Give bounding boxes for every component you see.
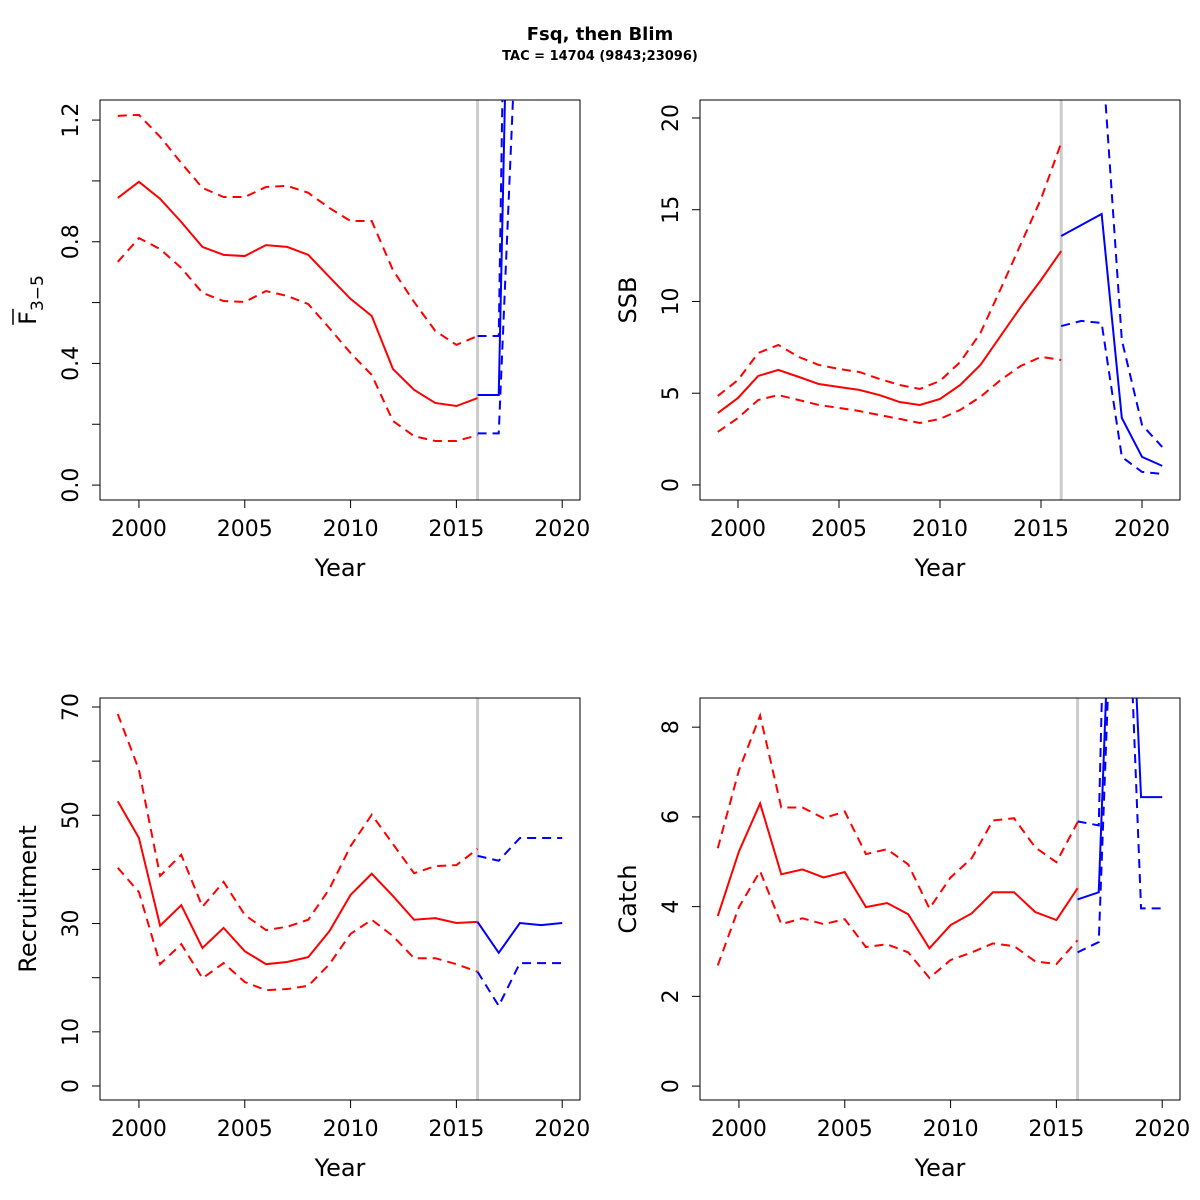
interval-line xyxy=(717,142,1063,397)
median-line xyxy=(1077,698,1163,901)
y-axis-label-main: Catch xyxy=(614,864,642,933)
median-line xyxy=(716,800,1079,951)
y-tick-label: 20 xyxy=(659,104,684,132)
interval-line xyxy=(117,236,478,442)
y-tick-label: 4 xyxy=(659,900,684,914)
plot-box xyxy=(699,99,1181,501)
y-tick-label: 5 xyxy=(659,386,684,400)
interval-line xyxy=(716,712,1079,911)
y-tick-label: 0.8 xyxy=(59,224,84,259)
y-axis-label-main: Recruitment xyxy=(14,825,42,972)
x-tick-label: 2010 xyxy=(323,517,379,542)
x-tick-label: 2015 xyxy=(1028,1117,1084,1142)
y-tick-label: 0.0 xyxy=(59,468,84,503)
interval-line xyxy=(476,962,563,1008)
x-tick-label: 2020 xyxy=(1114,517,1170,542)
x-tick-label: 2020 xyxy=(534,1117,590,1142)
y-tick-label: 8 xyxy=(659,720,684,734)
y-tick-label: 50 xyxy=(59,801,84,829)
interval-line xyxy=(117,867,478,992)
x-axis-label: Year xyxy=(914,1154,966,1182)
y-tick-label: 10 xyxy=(59,1018,84,1046)
y-tick-label: 0 xyxy=(59,1079,84,1093)
x-tick-label: 2020 xyxy=(534,517,590,542)
x-tick-label: 2000 xyxy=(111,1117,167,1142)
interval-line xyxy=(1060,319,1163,475)
x-tick-label: 2005 xyxy=(217,1117,273,1142)
x-axis-label: Year xyxy=(914,554,966,582)
median-line xyxy=(1060,212,1163,467)
interval-line xyxy=(116,713,479,932)
plot-box xyxy=(99,99,581,501)
x-tick-label: 2000 xyxy=(111,517,167,542)
x-tick-label: 2010 xyxy=(323,1117,379,1142)
plot-box xyxy=(699,697,1181,1101)
median-line xyxy=(476,921,563,955)
interval-line xyxy=(477,100,504,338)
figure-title: Fsq, then Blim xyxy=(527,24,674,45)
x-axis-label: Year xyxy=(314,1154,366,1182)
y-axis-label: Recruitment xyxy=(14,825,42,972)
plot-area xyxy=(717,100,1163,500)
plot-area xyxy=(116,698,563,1100)
y-tick-label: 30 xyxy=(59,910,84,938)
interval-line xyxy=(477,837,563,862)
x-tick-label: 2010 xyxy=(923,1117,979,1142)
x-tick-label: 2005 xyxy=(811,517,867,542)
interval-line xyxy=(477,100,514,435)
interval-line xyxy=(1104,100,1163,448)
y-axis-label: SSB xyxy=(614,277,642,324)
x-tick-label: 2000 xyxy=(710,517,766,542)
y-axis-label-main: F xyxy=(14,311,42,325)
plot-box xyxy=(99,697,581,1101)
figure-subtitle: TAC = 14704 (9843;23096) xyxy=(502,49,698,64)
interval-line xyxy=(1077,698,1163,954)
median-line xyxy=(117,180,478,408)
x-tick-label: 2015 xyxy=(1013,517,1069,542)
y-axis-label-subscript: 3−5 xyxy=(28,275,48,311)
x-tick-label: 2000 xyxy=(711,1117,767,1142)
interval-line xyxy=(117,113,478,346)
x-tick-label: 2010 xyxy=(912,517,968,542)
x-tick-label: 2005 xyxy=(217,517,273,542)
y-axis-label: Catch xyxy=(614,864,642,933)
plot-area xyxy=(716,698,1163,1100)
median-line xyxy=(477,100,506,397)
y-axis-label: F3−5 xyxy=(14,275,48,325)
y-tick-label: 10 xyxy=(659,287,684,315)
y-tick-label: 1.2 xyxy=(59,103,84,138)
x-tick-label: 2005 xyxy=(817,1117,873,1142)
y-tick-label: 0.4 xyxy=(59,346,84,381)
x-tick-label: 2015 xyxy=(428,517,484,542)
y-tick-label: 70 xyxy=(59,693,84,721)
y-axis-label-main: SSB xyxy=(614,277,642,324)
x-tick-label: 2015 xyxy=(428,1117,484,1142)
x-axis-label: Year xyxy=(314,554,366,582)
y-tick-label: 6 xyxy=(659,810,684,824)
plot-area xyxy=(117,100,514,500)
y-tick-label: 2 xyxy=(659,989,684,1003)
y-tick-label: 0 xyxy=(659,478,684,492)
y-tick-label: 0 xyxy=(659,1079,684,1093)
interval-line xyxy=(716,868,1079,980)
interval-line xyxy=(1077,698,1103,827)
median-line xyxy=(717,250,1063,414)
y-tick-label: 15 xyxy=(659,196,684,224)
median-line xyxy=(116,800,478,966)
interval-line xyxy=(717,355,1062,433)
x-tick-label: 2020 xyxy=(1134,1117,1190,1142)
